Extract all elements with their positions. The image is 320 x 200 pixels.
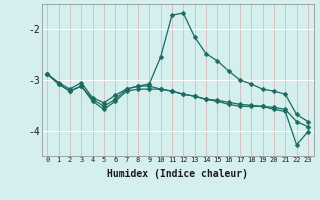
X-axis label: Humidex (Indice chaleur): Humidex (Indice chaleur) [107,169,248,179]
